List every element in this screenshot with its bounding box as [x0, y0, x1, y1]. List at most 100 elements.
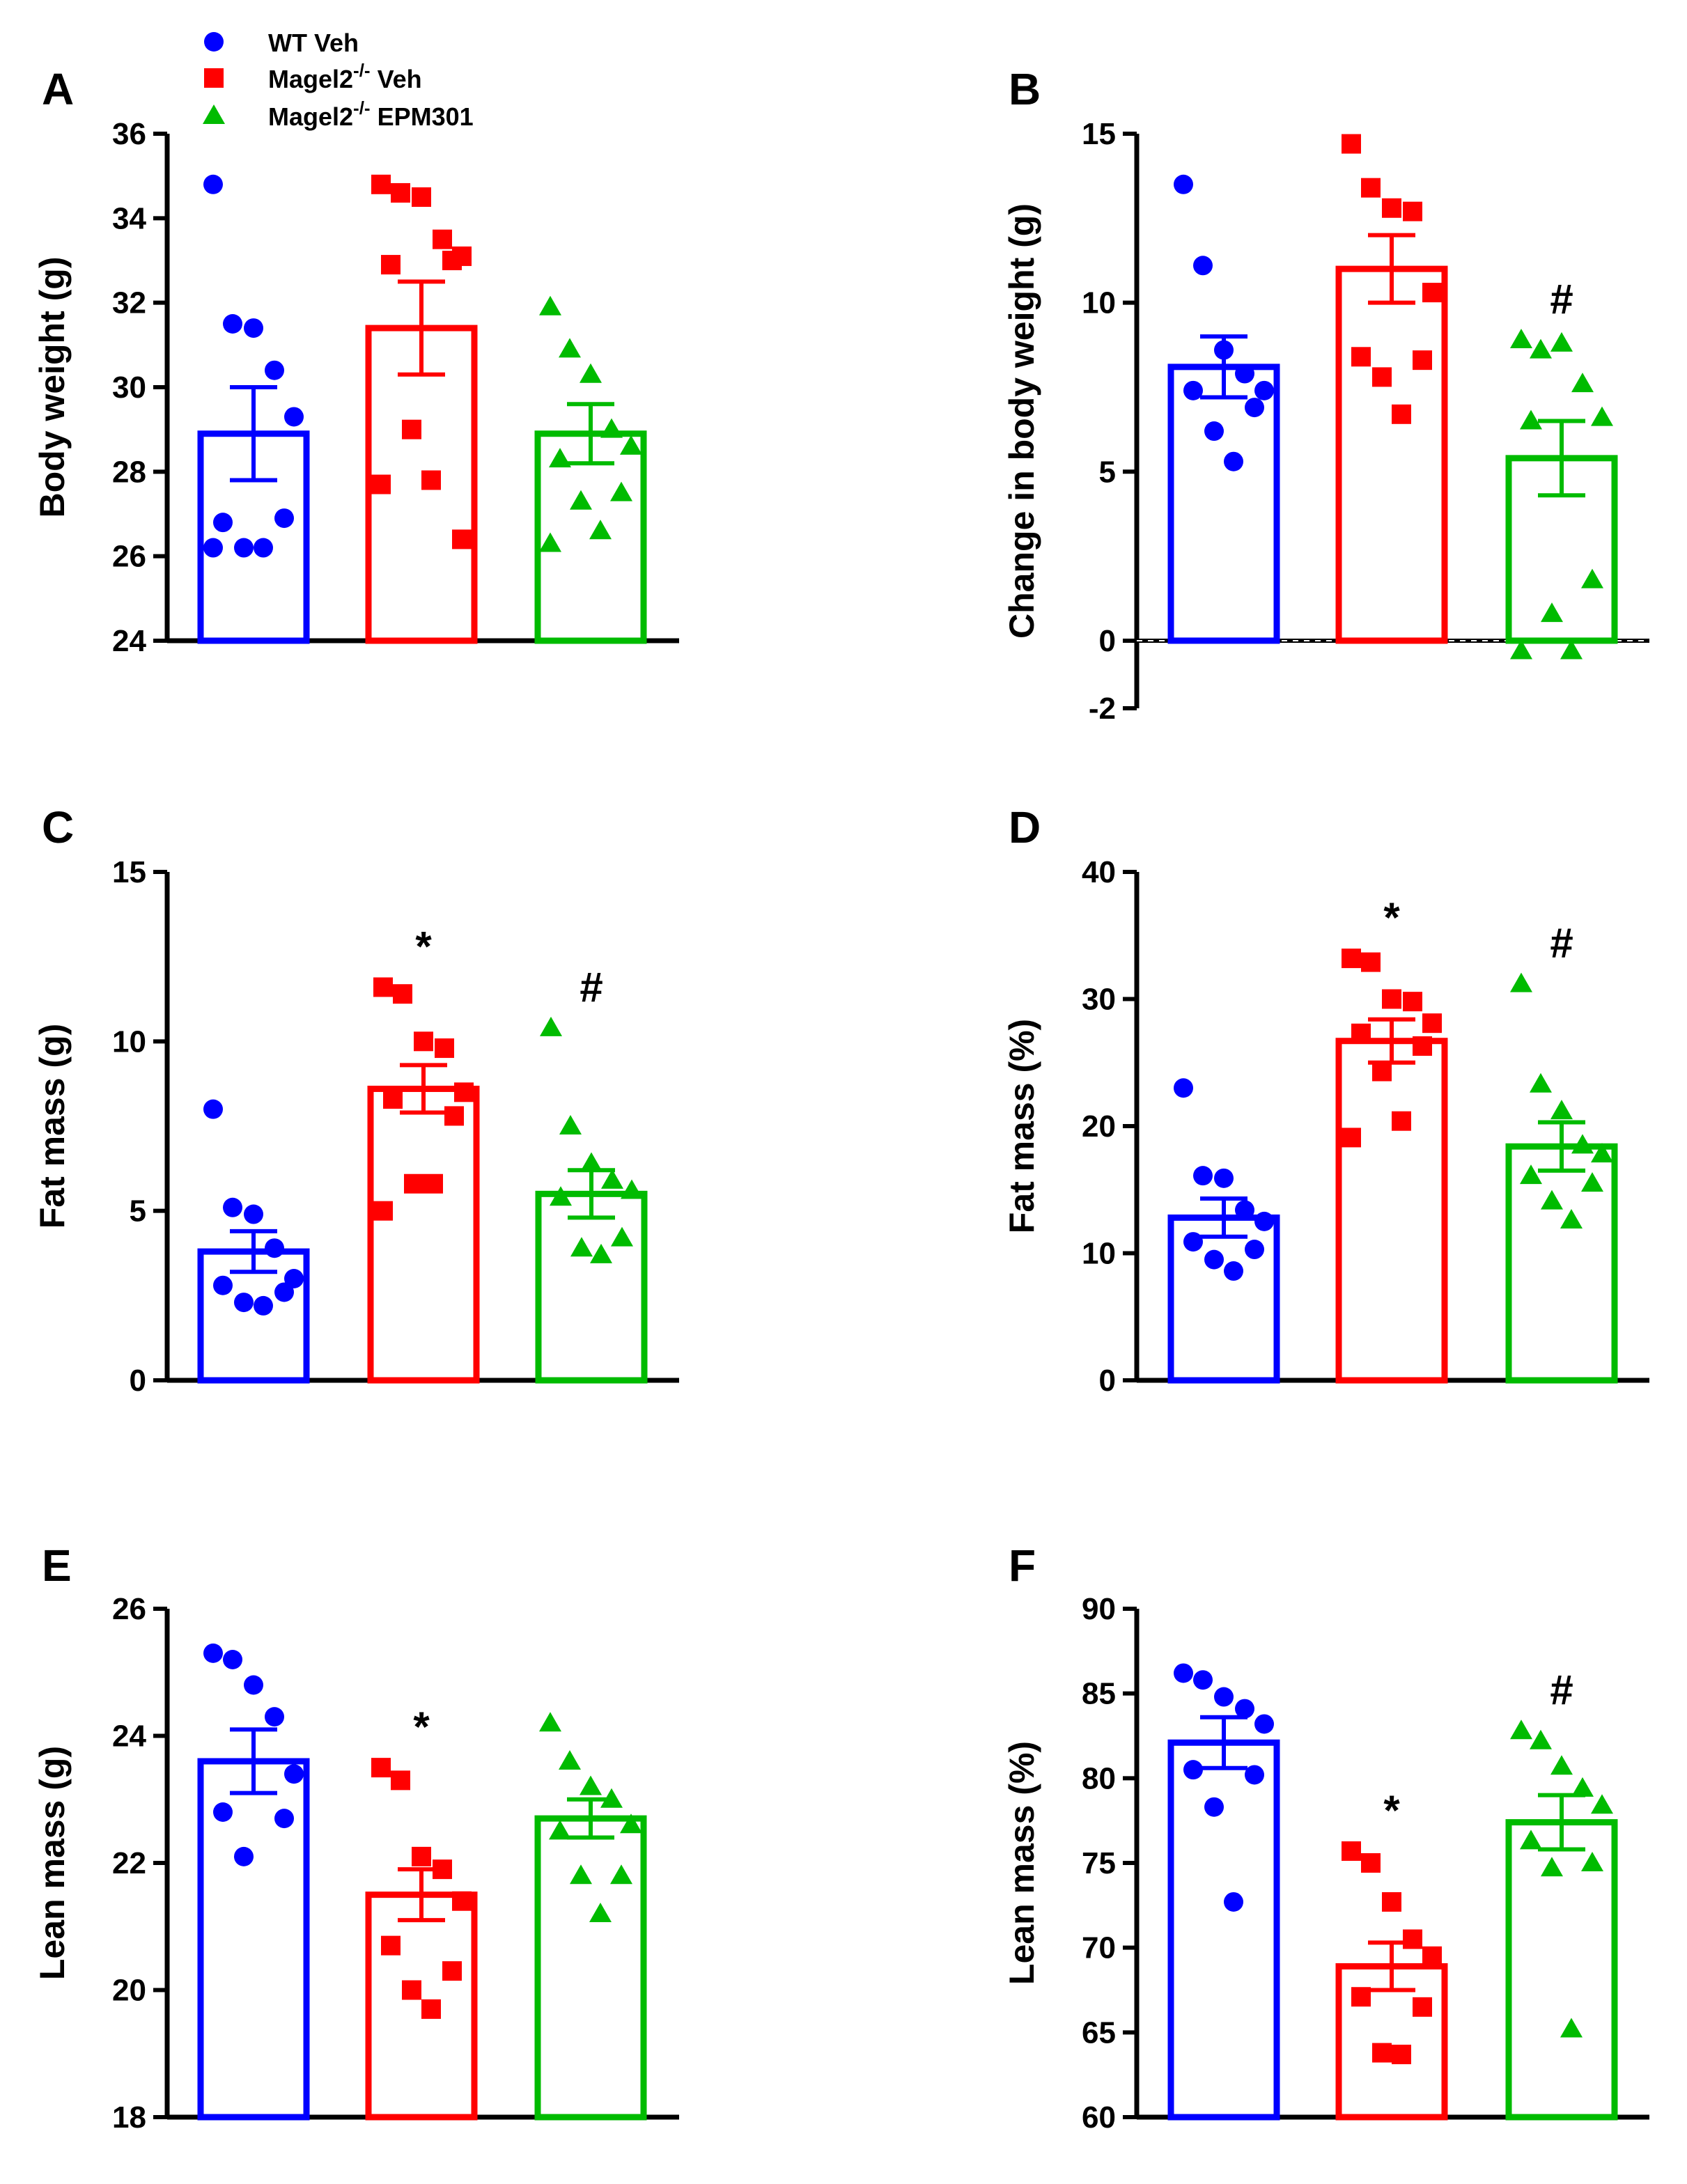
data-point	[1361, 952, 1381, 972]
panel-letter: D	[1009, 802, 1041, 852]
data-point	[1183, 380, 1203, 400]
y-tick-label: 10	[112, 1024, 146, 1059]
data-point	[1571, 373, 1594, 393]
bar-group-1	[197, 1099, 310, 1384]
data-point	[1214, 1687, 1234, 1707]
bar-group-2	[365, 174, 478, 644]
legend-label-sup: -/-	[353, 98, 371, 118]
data-point	[1413, 1036, 1432, 1056]
data-point	[1510, 639, 1532, 660]
bar-group-1	[197, 1643, 310, 2121]
data-point	[620, 1814, 642, 1834]
data-point	[412, 187, 431, 207]
data-point	[559, 1750, 581, 1770]
data-point	[1510, 329, 1532, 349]
y-axis-title: Change in body weight (g)	[1002, 203, 1041, 639]
data-point	[1372, 2043, 1392, 2063]
bar-group-1	[1167, 174, 1280, 644]
data-point	[1174, 1078, 1193, 1098]
legend-marker-magel2-epm301	[203, 104, 225, 124]
bar	[1335, 265, 1448, 644]
data-point	[244, 1204, 263, 1224]
bar-group-2: *	[1335, 1787, 1448, 2121]
data-point	[580, 1152, 602, 1172]
data-point	[1560, 2018, 1583, 2038]
data-point	[539, 1712, 561, 1732]
y-tick-label: 85	[1082, 1677, 1116, 1711]
data-point	[1245, 1765, 1264, 1785]
y-tick-label: -2	[1089, 692, 1116, 726]
data-point	[433, 1859, 452, 1880]
data-point	[549, 448, 571, 468]
data-point	[1422, 1946, 1442, 1966]
data-point	[274, 508, 294, 529]
data-point	[391, 1770, 410, 1791]
y-tick-label: 24	[112, 1719, 146, 1754]
bar-group-2: *	[365, 1703, 478, 2121]
data-point	[550, 1186, 572, 1206]
data-point	[600, 418, 623, 438]
data-point	[265, 360, 284, 380]
bar-group-1	[1167, 1078, 1280, 1384]
data-point	[213, 513, 233, 533]
bar-group-2	[1335, 134, 1448, 644]
data-point	[1571, 1777, 1594, 1797]
data-point	[404, 1173, 423, 1194]
data-point	[1351, 347, 1371, 367]
y-tick-label: 32	[112, 286, 146, 320]
data-point	[1254, 1211, 1274, 1231]
data-point	[1510, 972, 1532, 992]
y-tick-label: 15	[112, 855, 146, 889]
y-tick-label: 65	[1082, 2015, 1116, 2050]
data-point	[1530, 338, 1552, 359]
data-point	[1520, 410, 1542, 430]
y-axis-title: Body weight (g)	[33, 257, 72, 518]
data-point	[1193, 1670, 1213, 1690]
data-point	[539, 532, 561, 552]
bar	[1335, 1038, 1448, 1384]
data-point	[559, 338, 581, 358]
data-point	[1591, 1794, 1613, 1814]
data-point	[1392, 404, 1411, 424]
data-point	[600, 1788, 623, 1808]
data-point	[570, 1237, 593, 1257]
data-point	[1560, 639, 1583, 660]
y-tick-label: 40	[1082, 855, 1116, 889]
significance-marker: *	[1383, 894, 1400, 941]
data-point	[423, 1173, 443, 1194]
data-point	[1550, 332, 1573, 352]
significance-marker: *	[413, 1703, 430, 1750]
data-point	[611, 1226, 633, 1247]
data-point	[1510, 1719, 1532, 1740]
bar	[367, 1085, 480, 1384]
significance-marker: *	[1383, 1787, 1400, 1834]
data-point	[1342, 134, 1361, 154]
y-axis-title: Lean mass (g)	[33, 1746, 72, 1980]
y-tick-label: 60	[1082, 2100, 1116, 2135]
data-point	[284, 1269, 304, 1288]
data-point	[442, 1961, 462, 1981]
data-point	[454, 1082, 474, 1102]
panel-a: A 24 26 28 30 32 34 36 Body weight (g)	[33, 64, 679, 658]
bar-group-3: #	[1505, 920, 1618, 1384]
legend-marker-wt-veh	[204, 32, 224, 52]
data-point	[1235, 364, 1254, 384]
data-point	[1560, 1209, 1583, 1229]
bar-group-3	[534, 1712, 647, 2121]
data-point	[1541, 1857, 1563, 1877]
data-point	[610, 481, 632, 501]
data-point	[1550, 1755, 1573, 1775]
legend-label-text: WT Veh	[268, 29, 359, 57]
data-point	[433, 229, 452, 249]
y-axis-title: Fat mass (%)	[1002, 1019, 1041, 1233]
y-tick-label: 0	[130, 1364, 146, 1398]
data-point	[1183, 1760, 1203, 1780]
data-point	[1372, 367, 1392, 387]
y-tick-label: 80	[1082, 1761, 1116, 1795]
data-point	[1193, 256, 1213, 276]
data-point	[203, 174, 223, 194]
data-point	[1382, 989, 1401, 1009]
data-point	[452, 1891, 472, 1911]
